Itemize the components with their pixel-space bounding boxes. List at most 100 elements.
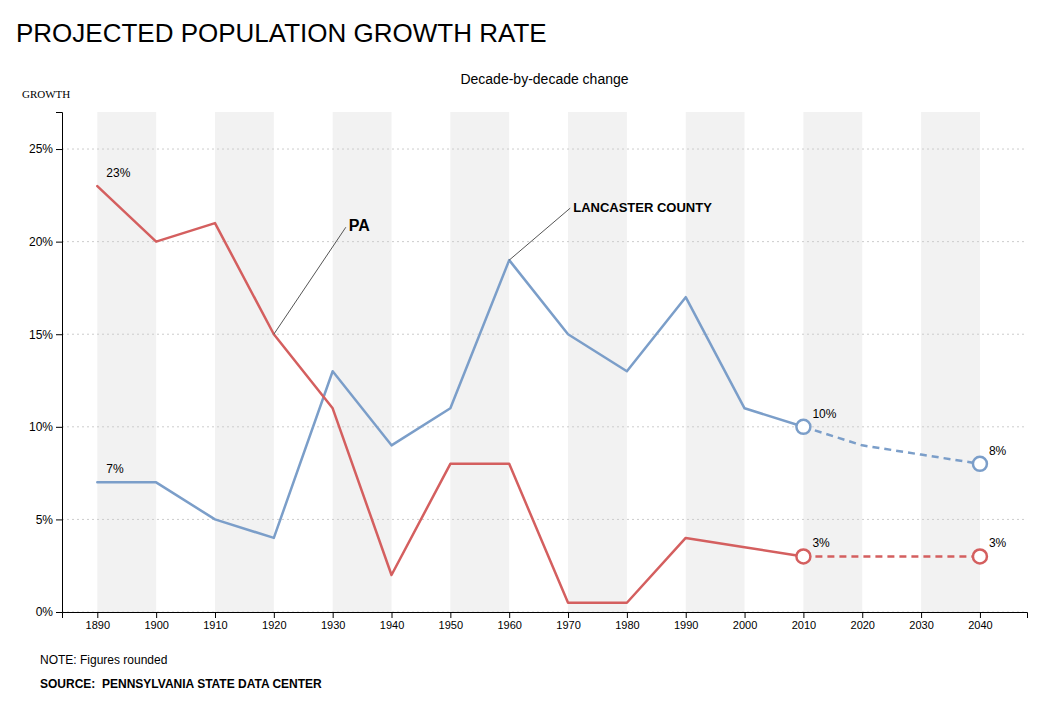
x-tick-label: 1970 xyxy=(556,619,580,631)
line xyxy=(97,260,803,538)
annotation: 10% xyxy=(812,407,836,421)
x-tick-label: 1910 xyxy=(203,619,227,631)
note: NOTE: Figures rounded xyxy=(40,653,167,667)
y-axis-title: GROWTH xyxy=(22,88,70,100)
x-tick: 1960 xyxy=(497,612,521,631)
x-tick-mark xyxy=(745,612,746,618)
annotation: 3% xyxy=(989,536,1007,550)
x-tick-label: 2010 xyxy=(792,619,816,631)
y-tick-label: 10% xyxy=(29,420,53,434)
y-tick: 25% xyxy=(29,142,62,156)
series-labels: LANCASTER COUNTYPA xyxy=(274,200,712,335)
x-tick-mark xyxy=(450,612,451,618)
y-tick-label: 25% xyxy=(29,142,53,156)
stripes xyxy=(97,112,980,612)
grid xyxy=(62,149,1027,612)
y-tick-label: 20% xyxy=(29,235,53,249)
y-tick: 10% xyxy=(29,420,62,434)
x-tick-label: 1930 xyxy=(321,619,345,631)
annotation: 7% xyxy=(106,462,124,476)
y-tick: 20% xyxy=(29,235,62,249)
grid-line xyxy=(62,426,1027,427)
x-tick-label: 2020 xyxy=(851,619,875,631)
x-tick-mark xyxy=(568,612,569,618)
x-tick-mark xyxy=(980,612,981,618)
y-tick-label: 5% xyxy=(36,513,54,527)
annotation: 23% xyxy=(106,166,130,180)
x-tick-label: 2030 xyxy=(909,619,933,631)
leader-line xyxy=(509,208,570,260)
x-tick: 2030 xyxy=(909,612,933,631)
series-group xyxy=(97,186,987,603)
stripe xyxy=(333,112,392,612)
title: PROJECTED POPULATION GROWTH RATE xyxy=(16,18,547,48)
grid-line xyxy=(62,149,1027,150)
grid-line xyxy=(62,519,1027,520)
y-tick-mark xyxy=(56,519,62,520)
x-tick-mark xyxy=(156,612,157,618)
x-tick-label: 1960 xyxy=(497,619,521,631)
stripe xyxy=(450,112,509,612)
x-tick: 1980 xyxy=(615,612,639,631)
y-tick-mark xyxy=(56,427,62,428)
x-tick: 2010 xyxy=(792,612,816,631)
x-tick-label: 1950 xyxy=(439,619,463,631)
y-tick: 0% xyxy=(36,605,62,619)
stripe xyxy=(686,112,745,612)
x-tick: 1990 xyxy=(674,612,698,631)
y-tick-mark xyxy=(56,149,62,150)
stripe xyxy=(215,112,274,612)
y-tick-mark xyxy=(56,334,62,335)
line xyxy=(97,186,803,603)
x-tick-label: 2000 xyxy=(733,619,757,631)
x-tick-mark xyxy=(392,612,393,618)
y-tick-mark xyxy=(56,242,62,243)
annotation: 8% xyxy=(989,444,1007,458)
leader-line xyxy=(274,227,346,334)
end-marker xyxy=(796,420,810,434)
x-tick-mark xyxy=(215,612,216,618)
x-tick: 1950 xyxy=(439,612,463,631)
x-tick-label: 1900 xyxy=(144,619,168,631)
chart-svg: 1890 1900 1910 1920 1930 1940 1950 1960 1970 1980… xyxy=(0,0,1061,708)
x-tick: 2040 xyxy=(968,612,992,631)
y-tick-label: 0% xyxy=(36,605,54,619)
chart-container: 1890 1900 1910 1920 1930 1940 1950 1960 1970 1980… xyxy=(0,0,1061,708)
y-axis-line xyxy=(56,113,63,613)
line xyxy=(803,427,980,464)
grid-line xyxy=(62,334,1027,335)
annotation: 3% xyxy=(812,536,830,550)
x-tick-mark xyxy=(686,612,687,618)
stripe xyxy=(921,112,980,612)
y-axis: 0% 5% 10% 15% 20% 25% xyxy=(29,113,63,620)
source: SOURCE: PENNSYLVANIA STATE DATA CENTER xyxy=(40,677,322,691)
stripe xyxy=(568,112,627,612)
y-tick: 5% xyxy=(36,513,62,527)
series-label: LANCASTER COUNTY xyxy=(573,200,712,215)
end-marker xyxy=(973,549,987,563)
x-tick: 1920 xyxy=(262,612,286,631)
x-tick-label: 1990 xyxy=(674,619,698,631)
end-marker xyxy=(973,457,987,471)
plot: 1890 1900 1910 1920 1930 1940 1950 1960 1970 1980… xyxy=(29,112,1028,631)
x-axis: 1890 1900 1910 1920 1930 1940 1950 1960 1970 1980… xyxy=(63,612,1028,631)
x-tick-mark xyxy=(627,612,628,618)
line xyxy=(803,555,980,558)
y-tick-mark xyxy=(56,612,62,613)
x-axis-line xyxy=(63,613,1028,619)
x-tick-mark xyxy=(333,612,334,618)
y-tick: 15% xyxy=(29,328,62,342)
x-tick: 1910 xyxy=(203,612,227,631)
subtitle: Decade-by-decade change xyxy=(460,71,628,87)
x-tick-label: 1940 xyxy=(380,619,404,631)
x-tick: 1940 xyxy=(380,612,404,631)
x-tick: 1890 xyxy=(86,612,110,631)
grid-line xyxy=(62,241,1027,242)
x-tick-label: 1980 xyxy=(615,619,639,631)
x-tick: 1900 xyxy=(144,612,168,631)
y-tick-label: 15% xyxy=(29,328,53,342)
x-tick: 1970 xyxy=(556,612,580,631)
stripe xyxy=(803,112,862,612)
stripe xyxy=(97,112,156,612)
x-tick-mark xyxy=(921,612,922,618)
